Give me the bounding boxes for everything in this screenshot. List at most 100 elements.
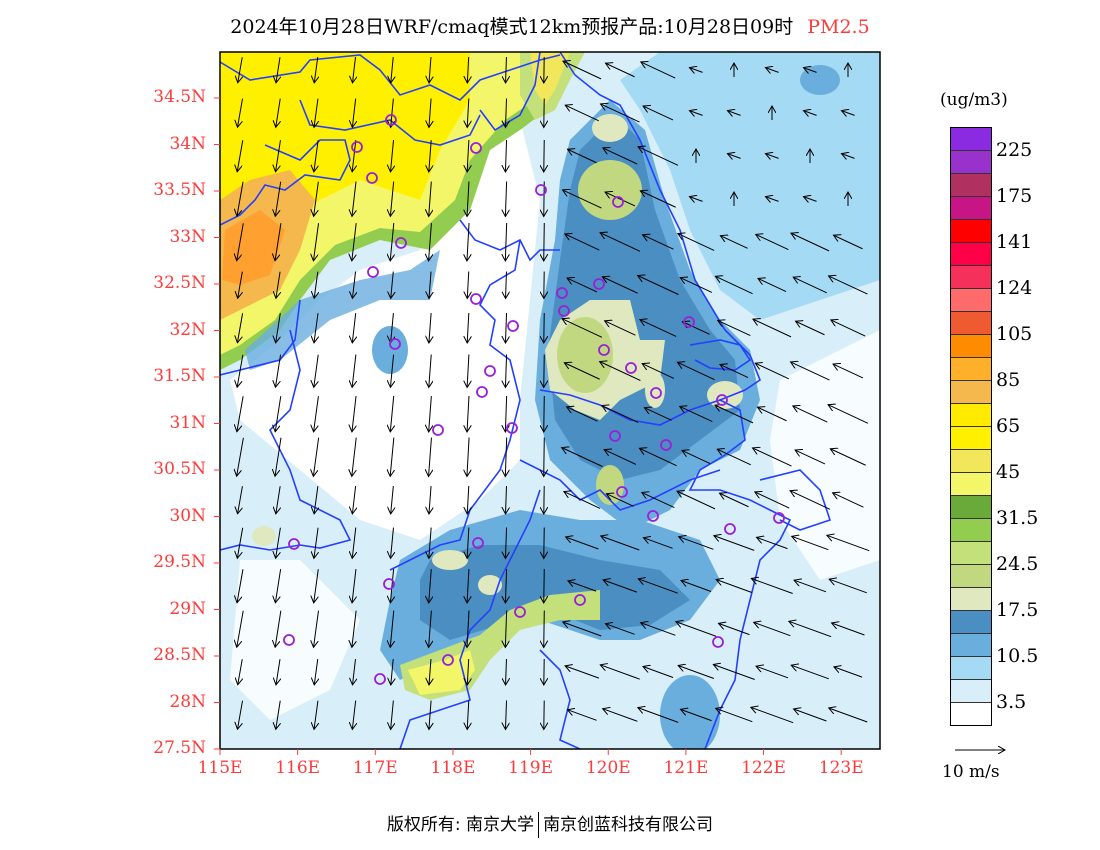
wind-arrow bbox=[313, 223, 320, 261]
wind-arrow bbox=[601, 536, 640, 551]
city-marker bbox=[470, 293, 482, 305]
colorbar-label: 124 bbox=[996, 277, 1033, 299]
colorbar bbox=[950, 127, 992, 726]
wind-arrow bbox=[237, 610, 244, 647]
lat-label: 33N bbox=[169, 226, 206, 247]
wind-arrow bbox=[643, 538, 673, 549]
wind-arrow bbox=[679, 537, 714, 550]
lat-label: 34.5N bbox=[153, 87, 206, 107]
wind-arrow bbox=[720, 364, 749, 379]
city-marker bbox=[556, 287, 568, 299]
wind-arrow bbox=[758, 278, 787, 293]
wind-arrow bbox=[314, 527, 318, 559]
blue-patch bbox=[800, 65, 840, 95]
colorbar-segment bbox=[951, 703, 991, 725]
wind-arrow bbox=[606, 494, 634, 507]
wind-arrow bbox=[644, 408, 672, 421]
wind-arrow bbox=[352, 181, 356, 217]
colorbar-segment bbox=[951, 312, 991, 335]
wind-arrow bbox=[314, 57, 317, 83]
colorbar-segment bbox=[951, 611, 991, 634]
wind-arrow bbox=[833, 493, 864, 508]
wind-arrow bbox=[429, 98, 431, 128]
wind-arrow bbox=[718, 623, 750, 636]
wind-arrow bbox=[829, 708, 868, 723]
wind-arrow bbox=[505, 610, 506, 648]
wind-arrow bbox=[505, 139, 506, 172]
wind-arrow bbox=[565, 666, 600, 679]
wind-arrow bbox=[642, 364, 675, 379]
city-marker bbox=[716, 394, 728, 406]
wind-arrow bbox=[765, 197, 779, 202]
wind-arrow bbox=[467, 658, 468, 685]
wind-arrow bbox=[314, 700, 318, 730]
wind-arrow bbox=[390, 396, 393, 432]
clean-white-area-se bbox=[770, 330, 880, 580]
wind-arrow bbox=[563, 622, 602, 637]
wind-arrow bbox=[829, 276, 868, 295]
lon-label: 119E bbox=[508, 758, 554, 778]
colorbar-segment bbox=[951, 473, 991, 496]
wind-arrow bbox=[429, 396, 432, 432]
wind-arrow bbox=[689, 111, 703, 116]
city-marker bbox=[609, 430, 621, 442]
city-marker bbox=[283, 634, 295, 646]
wind-arrow bbox=[605, 63, 635, 78]
wind-arrow bbox=[755, 492, 790, 509]
wind-arrow bbox=[467, 223, 469, 261]
wind-arrow bbox=[314, 98, 318, 128]
lat-label: 28.5N bbox=[153, 645, 206, 665]
city-marker bbox=[660, 439, 672, 451]
wind-arrow bbox=[314, 486, 318, 514]
colorbar-segment bbox=[951, 220, 991, 243]
wind-arrow bbox=[829, 579, 867, 594]
colorbar-segment bbox=[951, 542, 991, 565]
lat-label: 29N bbox=[169, 598, 206, 619]
lon-label: 121E bbox=[663, 758, 709, 778]
wind-arrow bbox=[275, 610, 282, 648]
wind-arrow bbox=[506, 56, 507, 83]
wind-arrow bbox=[467, 437, 469, 477]
wind-arrow bbox=[467, 485, 469, 514]
wind-arrow bbox=[275, 569, 282, 603]
colorbar-label: 45 bbox=[996, 461, 1021, 483]
wind-arrow bbox=[601, 104, 640, 123]
wind-arrow bbox=[791, 233, 830, 252]
wind-arrow bbox=[602, 406, 639, 423]
wind-arrow bbox=[727, 111, 741, 116]
wind-arrow bbox=[638, 579, 678, 594]
wind-arrow bbox=[638, 275, 679, 295]
wind-arrow bbox=[841, 154, 855, 159]
wind-arrow bbox=[603, 709, 638, 722]
wind-arrow bbox=[638, 708, 679, 723]
wind-arrow bbox=[353, 57, 356, 83]
wind-arrow bbox=[544, 395, 545, 432]
wind-arrow bbox=[793, 277, 827, 294]
wind-arrow bbox=[677, 362, 715, 381]
wind-arrow bbox=[605, 321, 636, 336]
wind-arrow bbox=[467, 181, 469, 217]
wind-arrow bbox=[237, 181, 244, 216]
wind-arrow bbox=[755, 363, 789, 380]
blue-patch bbox=[372, 326, 408, 374]
wind-arrow bbox=[564, 492, 601, 509]
wind-arrow bbox=[565, 234, 600, 251]
wind-arrow bbox=[564, 363, 600, 380]
city-marker bbox=[374, 673, 386, 685]
wind-arrow bbox=[641, 62, 676, 79]
wind-arrow bbox=[643, 667, 674, 678]
wind-arrow bbox=[237, 354, 244, 387]
province-boundaries bbox=[220, 52, 832, 749]
wind-arrow bbox=[795, 450, 826, 465]
wind-arrow bbox=[275, 396, 282, 432]
wind-arrow bbox=[467, 395, 469, 432]
wind-arrow bbox=[391, 700, 394, 730]
wind-arrow bbox=[717, 449, 751, 466]
colorbar-segment bbox=[951, 657, 991, 680]
wind-arrow bbox=[544, 354, 545, 388]
wind-arrow bbox=[544, 222, 545, 261]
wind-arrow bbox=[467, 354, 469, 388]
wind-arrow bbox=[467, 700, 469, 730]
wind-arrow bbox=[352, 98, 355, 128]
wind-arrow bbox=[352, 486, 355, 514]
